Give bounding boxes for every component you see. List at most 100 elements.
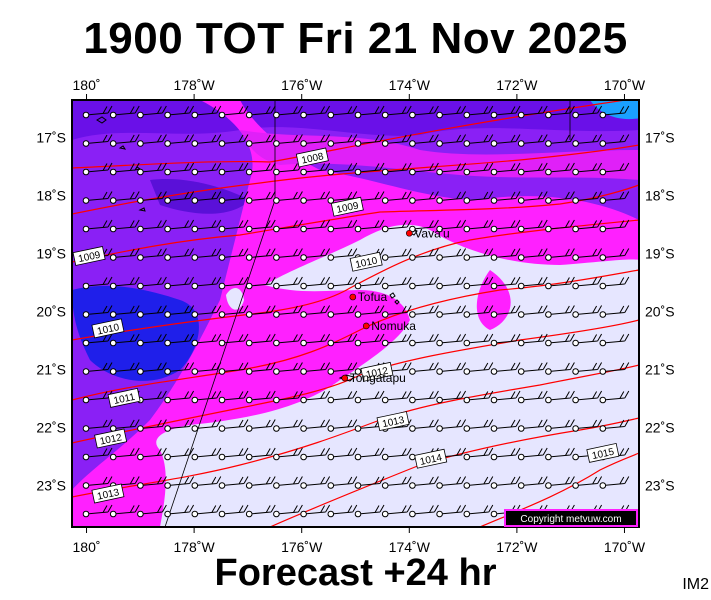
wind-barb — [517, 362, 548, 375]
lat-tick-label-left: 17˚S — [36, 130, 66, 146]
wind-barb — [109, 504, 140, 518]
wind-barb — [354, 276, 385, 290]
wind-barb — [109, 248, 140, 261]
wind-barb — [273, 162, 303, 176]
wind-barb — [463, 134, 494, 147]
wind-barb — [381, 390, 412, 404]
wind-barb — [572, 419, 603, 432]
wind-barb — [191, 390, 222, 404]
wind-barb — [463, 191, 494, 204]
lon-tick-label-top: 176˚W — [281, 77, 323, 93]
svg-text:1015: 1015 — [591, 447, 615, 462]
lon-tick-label-bottom: 176˚W — [281, 539, 323, 555]
wind-barb — [463, 276, 494, 290]
wind-barb — [572, 134, 603, 147]
wind-barb — [490, 191, 521, 204]
wind-barb — [463, 390, 494, 404]
wind-barb — [599, 419, 630, 432]
wind-barb — [409, 504, 439, 518]
place-marker: Tongatapu — [341, 371, 406, 385]
isobar-labels: 1008 1009 1009 1010 1010 1011 1012 1012 1013 1013… — [72, 147, 620, 504]
wind-barb — [517, 105, 548, 119]
wind-barb — [109, 362, 140, 375]
wind-barb — [545, 333, 575, 347]
wind-barb — [436, 219, 467, 233]
lat-tick-label-right: 23˚S — [645, 477, 675, 493]
wind-barb — [463, 333, 494, 347]
wind-barb — [273, 419, 303, 432]
place-label: Tongatapu — [350, 371, 406, 385]
lon-tick-label-top: 170˚W — [604, 77, 646, 93]
wind-barb — [463, 248, 494, 261]
wind-barb — [218, 390, 249, 404]
wind-barb — [164, 162, 195, 176]
wind-barb — [327, 362, 358, 375]
wind-barb — [599, 134, 630, 147]
lon-tick-label-bottom: 172˚W — [496, 539, 538, 555]
wind-barb — [599, 248, 630, 261]
wind-barb — [463, 419, 494, 432]
wind-barb — [381, 305, 412, 318]
wind-barb — [191, 276, 222, 290]
lon-tick-label-bottom: 170˚W — [604, 539, 646, 555]
wind-barb — [245, 419, 276, 432]
wind-barb — [137, 362, 167, 375]
lon-tick-label-bottom: 180˚ — [73, 539, 101, 555]
wind-barb — [545, 248, 575, 261]
wind-barb — [218, 333, 249, 347]
wind-barb — [82, 419, 113, 432]
wind-barb — [191, 362, 222, 375]
wind-barb — [327, 105, 358, 119]
copyright-text: Copyright metvuw.com — [520, 514, 621, 525]
wind-barb — [327, 219, 358, 233]
wind-barb — [245, 305, 276, 318]
strong-wind-zone-west — [72, 285, 199, 381]
wind-barb — [137, 419, 167, 432]
wind-barb — [164, 305, 195, 318]
wind-barb — [599, 219, 630, 233]
lon-tick-label-top: 180˚ — [73, 77, 101, 93]
wind-barb — [572, 305, 603, 318]
wind-barb — [517, 447, 548, 461]
wind-barb — [545, 191, 575, 204]
wind-barb — [354, 333, 385, 347]
wind-barb — [409, 476, 439, 489]
wind-barb — [572, 105, 603, 119]
svg-text:1010: 1010 — [96, 322, 120, 337]
wind-barb — [273, 504, 303, 518]
wind-barb — [490, 248, 521, 261]
wind-barb — [218, 134, 249, 147]
wind-barb — [273, 105, 303, 119]
wind-barb — [191, 447, 222, 461]
wind-barb — [409, 362, 439, 375]
lon-tick-label-top: 174˚W — [389, 77, 431, 93]
wind-barb — [300, 333, 331, 347]
wind-barb — [409, 191, 439, 204]
wind-barb — [218, 219, 249, 233]
svg-text:1014: 1014 — [419, 452, 443, 467]
lat-tick-label-right: 21˚S — [645, 361, 675, 377]
wind-barb — [273, 305, 303, 318]
wind-barb — [137, 134, 167, 147]
wind-barb — [409, 105, 439, 119]
wind-barb — [436, 476, 467, 489]
wind-barb — [490, 447, 521, 461]
wind-barb — [300, 447, 331, 461]
wind-barb — [517, 162, 548, 176]
isobar-label: 1009 — [72, 245, 106, 266]
wind-barb — [545, 390, 575, 404]
wind-barb — [245, 333, 276, 347]
wind-barb — [381, 105, 412, 119]
wind-barb — [572, 362, 603, 375]
wind-barb — [245, 105, 276, 119]
wind-barb — [354, 162, 385, 176]
wind-barb — [517, 419, 548, 432]
wind-barb — [572, 476, 603, 489]
wind-barb — [409, 419, 439, 432]
wind-barb — [599, 333, 630, 347]
wind-barb — [164, 219, 195, 233]
wind-barb — [191, 162, 222, 176]
place-marker: Nomuka — [362, 319, 416, 333]
wind-barb — [327, 504, 358, 518]
